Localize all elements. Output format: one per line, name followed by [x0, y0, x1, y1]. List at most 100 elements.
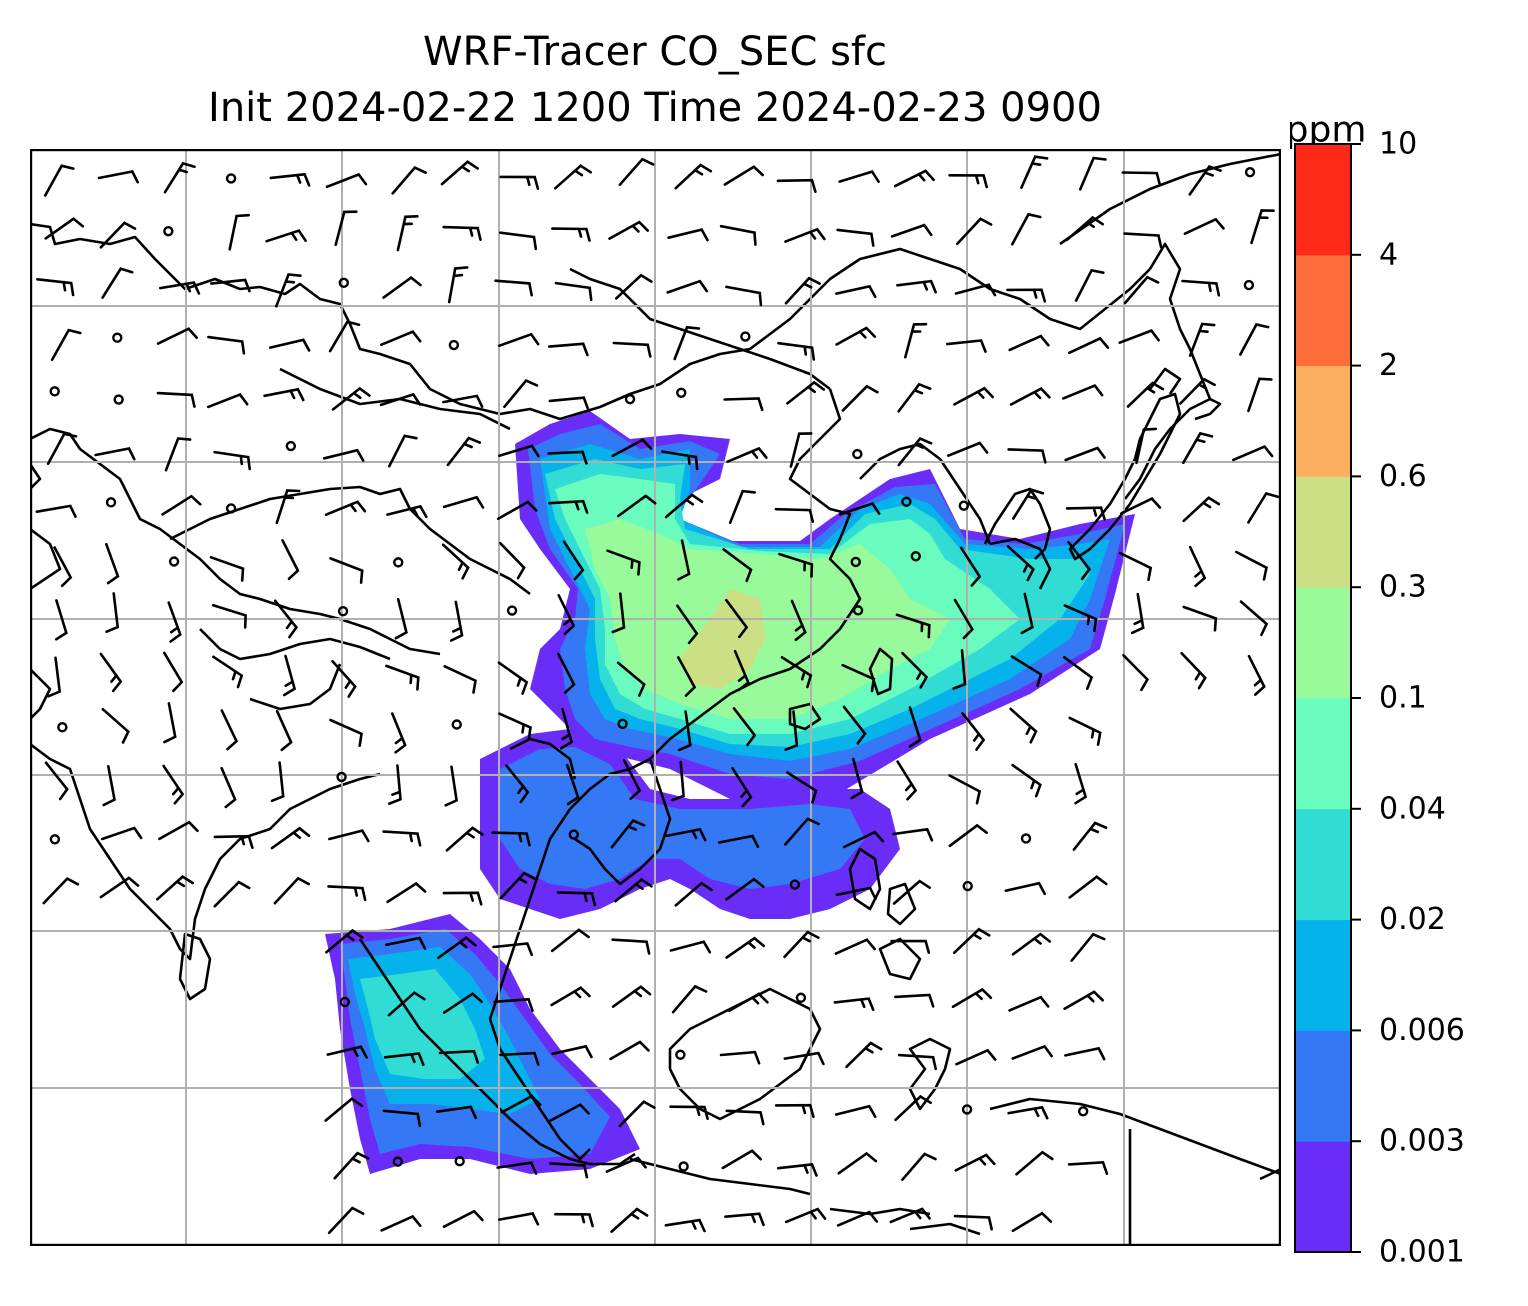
wind-barb: [553, 164, 592, 190]
wind-barb: [728, 992, 769, 1012]
wind-barb: [953, 927, 991, 954]
wind-barb: [263, 387, 305, 402]
calm-wind-marker: [49, 834, 61, 845]
calm-wind-marker: [962, 880, 973, 892]
wind-barb: [442, 225, 482, 241]
wind-barb: [499, 1051, 540, 1066]
colorbar-tick-label: 0.003: [1379, 1124, 1465, 1159]
wind-barb: [901, 1152, 937, 1181]
wind-barb: [380, 1214, 422, 1232]
calm-wind-marker: [617, 718, 628, 730]
wind-barb: [498, 712, 532, 741]
wind-barb: [1182, 431, 1214, 465]
wind-barb: [554, 281, 593, 302]
wind-barb: [622, 759, 642, 800]
wind-barb: [550, 928, 590, 953]
wind-barb: [1180, 651, 1207, 690]
wind-barb: [835, 1104, 877, 1118]
wind-barb: [159, 281, 201, 295]
wind-barb: [1068, 336, 1110, 355]
wind-barb: [498, 1212, 540, 1226]
wind-barb: [610, 1207, 649, 1233]
calm-wind-marker: [1077, 1106, 1089, 1117]
colorbar-tick-label: 10: [1379, 127, 1417, 162]
colorbar-tick-label: 0.3: [1379, 570, 1427, 605]
wind-barb: [955, 1048, 997, 1066]
wind-barb: [499, 175, 540, 190]
wind-barb: [1232, 445, 1274, 462]
wind-barb: [326, 1045, 368, 1059]
wind-barb: [1183, 217, 1225, 235]
wind-barb: [557, 594, 576, 636]
wind-barb: [1079, 156, 1107, 191]
wind-barb: [617, 494, 657, 518]
calm-wind-marker: [624, 393, 636, 405]
wind-barb: [951, 987, 993, 1009]
wind-barb: [783, 930, 820, 959]
wind-barb: [435, 1105, 477, 1120]
wind-barb: [836, 1210, 879, 1227]
wind-barb: [323, 448, 365, 462]
wind-barb: [778, 552, 814, 578]
colorbar-segment: [1295, 476, 1351, 588]
wind-barb: [396, 215, 419, 252]
wind-barb: [491, 831, 531, 847]
wind-barb: [97, 170, 139, 184]
wind-barb: [1068, 716, 1102, 746]
wind-barb: [609, 1040, 650, 1061]
wind-barb: [611, 438, 653, 458]
wind-barb: [442, 891, 483, 906]
wind-barb: [614, 877, 653, 903]
wind-barb: [777, 341, 816, 361]
wind-barb: [493, 997, 534, 1012]
calm-wind-marker: [336, 771, 347, 783]
wind-barb: [728, 489, 756, 524]
wind-barb: [611, 938, 651, 955]
wind-barb: [1011, 763, 1042, 798]
wind-barb: [961, 712, 986, 751]
wind-barb: [671, 760, 685, 802]
wind-barb: [608, 220, 649, 240]
wind-barb: [102, 765, 116, 807]
wind-barb: [1247, 654, 1266, 696]
wind-barb: [442, 1209, 484, 1228]
wind-barb: [1064, 1046, 1106, 1061]
wind-barb: [897, 382, 932, 413]
wind-barb: [382, 830, 422, 847]
wind-barb: [270, 761, 285, 803]
wind-barb: [385, 936, 427, 950]
colorbar-segment: [1295, 144, 1351, 256]
wind-barb: [1008, 334, 1050, 352]
colorbar-tick-label: 0.6: [1379, 459, 1427, 494]
wind-barb: [446, 436, 482, 467]
wind-barb: [1121, 171, 1162, 186]
calm-wind-marker: [339, 996, 351, 1008]
wind-barb: [723, 397, 764, 412]
calm-wind-marker: [1020, 833, 1032, 844]
wind-barb: [43, 164, 75, 197]
figure-title: WRF-Tracer CO_SEC sfc: [422, 29, 888, 75]
calm-wind-marker: [451, 719, 462, 730]
wind-barb: [328, 829, 370, 843]
wind-barb: [954, 1153, 996, 1172]
wind-barb: [99, 652, 123, 693]
wind-barb: [327, 885, 367, 902]
calm-wind-marker: [676, 387, 687, 398]
wind-barb: [1074, 763, 1088, 805]
wind-barb: [845, 1041, 883, 1069]
wind-barb: [565, 763, 580, 806]
wind-barb: [667, 228, 709, 242]
wind-barb: [789, 432, 813, 468]
wind-barb: [163, 702, 177, 744]
wind-barb: [325, 928, 364, 954]
wind-barb: [842, 705, 867, 745]
wind-barb: [618, 157, 655, 186]
wind-barb: [548, 396, 590, 411]
calm-wind-marker: [675, 1049, 686, 1060]
colorbar-tick-label: 0.1: [1379, 681, 1427, 716]
wind-barb: [163, 161, 196, 194]
wind-barb: [724, 1212, 765, 1227]
wind-barb: [548, 499, 589, 514]
wind-barb: [725, 877, 765, 901]
calm-wind-marker: [958, 500, 970, 511]
